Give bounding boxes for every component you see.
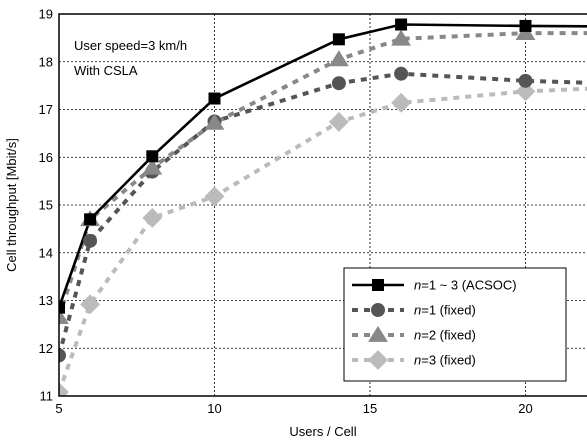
marker-s1-p0 [59, 348, 66, 363]
legend: n=1 ~ 3 (ACSOC) n=1 (fixed) n=2 (fixed) n=3… [343, 267, 567, 382]
marker-s2-p2 [142, 158, 163, 175]
marker-s1-p6 [518, 73, 533, 88]
marker-s3-p5 [391, 92, 412, 113]
marker-s3-p4 [328, 111, 349, 132]
tick-label-y-12: 12 [39, 341, 53, 356]
series-markers [59, 18, 536, 396]
tick-label-x-15: 15 [363, 401, 377, 416]
marker-s3-p1 [80, 294, 101, 315]
tick-label-y-14: 14 [39, 245, 53, 260]
legend-label-1: n=1 (fixed) [414, 303, 476, 318]
marker-s0-p1 [84, 213, 97, 226]
marker-s0-p5 [395, 18, 408, 31]
marker-s1-p5 [394, 66, 409, 81]
series-line-1 [59, 71, 587, 356]
annotation-speed: User speed=3 km/h [74, 38, 187, 53]
marker-s1-p4 [331, 76, 346, 91]
tick-label-y-15: 15 [39, 198, 53, 213]
legend-label-0: n=1 ~ 3 (ACSOC) [414, 278, 517, 293]
tick-label-x-20: 20 [518, 401, 532, 416]
marker-s2-p4 [328, 50, 349, 67]
marker-s2-p3 [204, 113, 225, 130]
legend-label-2: n=2 (fixed) [414, 328, 476, 343]
tick-label-y-16: 16 [39, 150, 53, 165]
marker-s0-p6 [519, 19, 532, 32]
marker-s0-p0 [59, 301, 65, 314]
series-line-0 [59, 23, 587, 309]
legend-marker-2 [368, 325, 388, 342]
tick-label-y-18: 18 [39, 54, 53, 69]
series-lines [59, 23, 587, 393]
marker-s2-p0 [59, 308, 69, 325]
marker-s3-p0 [59, 382, 69, 396]
legend-label-3: n=3 (fixed) [414, 353, 476, 368]
legend-marker-0 [372, 279, 384, 291]
tick-label-x-10: 10 [207, 401, 221, 416]
legend-marker-3 [368, 350, 388, 370]
marker-s0-p4 [332, 33, 345, 46]
series-line-2 [59, 31, 587, 318]
marker-s3-p2 [142, 207, 163, 228]
marker-s2-p5 [391, 29, 412, 46]
tick-label-y-13: 13 [39, 293, 53, 308]
marker-s0-p2 [146, 150, 159, 163]
marker-s3-p6 [515, 81, 536, 102]
marker-s3-p3 [204, 186, 225, 207]
tick-label-x-5: 5 [55, 401, 62, 416]
tick-label-y-17: 17 [39, 102, 53, 117]
series-line-3 [59, 86, 587, 393]
axis-ticks: 11 12 13 14 15 16 17 18 19 5 10 15 20 [39, 7, 533, 417]
plot-frame [58, 13, 587, 397]
marker-s0-p3 [208, 92, 221, 105]
marker-s1-p1 [83, 233, 98, 248]
tick-label-y-11: 11 [40, 389, 54, 404]
y-axis-label: Cell throughput [Mbit/s] [4, 138, 19, 272]
marker-s2-p6 [515, 23, 536, 40]
legend-marker-1 [371, 303, 385, 317]
tick-label-y-19: 19 [39, 7, 53, 22]
x-axis-label: Users / Cell [289, 424, 356, 439]
annotation-csla: With CSLA [74, 63, 138, 78]
